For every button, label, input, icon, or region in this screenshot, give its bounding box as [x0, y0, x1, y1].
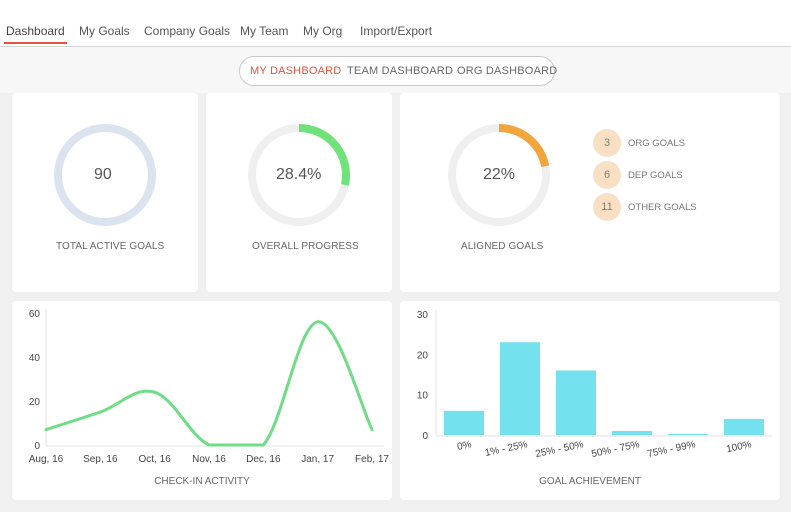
goal-achievement-bar: [444, 410, 484, 435]
check-in-activity-caption: CHECK-IN ACTIVITY: [154, 476, 250, 487]
bar-chart-x-tick: 100%: [725, 439, 752, 455]
goal-achievement-caption: GOAL ACHIEVEMENT: [539, 476, 641, 487]
team-dashboard-option[interactable]: TEAM DASHBOARD: [347, 65, 454, 77]
line-chart-point: [98, 410, 102, 414]
org-goals-count-badge: 3: [593, 129, 621, 157]
other-goals-label: OTHER GOALS: [628, 202, 697, 213]
bar-chart-y-tick: 20: [417, 350, 429, 361]
my-dashboard-option[interactable]: MY DASHBOARD: [250, 65, 342, 77]
bar-chart-x-tick: 1% - 25%: [484, 439, 529, 459]
line-chart-y-tick: 0: [34, 441, 40, 452]
tab-company-goals[interactable]: Company Goals: [144, 24, 231, 38]
check-in-activity-card: 0 20 40 60 Aug, 16 Sep, 16 Oct, 16 Nov, 16 Dec, …: [12, 301, 392, 500]
total-active-goals-card: 90 TOTAL ACTIVE GOALS: [12, 93, 198, 292]
dep-goals-count-badge: 6: [593, 161, 621, 189]
line-chart-y-tick: 20: [29, 397, 41, 408]
bar-chart-x-tick: 25% - 50%: [534, 439, 584, 460]
goal-achievement-card: 0 10 20 30 0% 1% - 25% 25% - 50% 50% - 75% 75% -…: [400, 301, 780, 500]
aligned-goals-ring: [448, 124, 550, 226]
aligned-goals-card: 22% ALIGNED GOALS 3 ORG GOALS 6 DEP GOAL…: [400, 93, 780, 292]
aligned-goals-value: 22%: [483, 166, 516, 183]
org-goals-label: ORG GOALS: [628, 138, 686, 149]
check-in-activity-line: [45, 320, 374, 447]
line-chart-x-tick: Aug, 16: [29, 454, 64, 465]
line-chart-x-tick: Nov, 16: [192, 454, 226, 465]
total-goals-ring-track: [54, 124, 156, 226]
bar-chart-x-tick: 50% - 75%: [590, 439, 640, 460]
line-chart-x-tick: Dec, 16: [246, 454, 281, 465]
bar-chart-x-tick: 0%: [456, 439, 473, 453]
tab-my-team[interactable]: My Team: [240, 24, 289, 38]
aligned-goals-label: ALIGNED GOALS: [461, 241, 544, 252]
overall-progress-label: OVERALL PROGRESS: [252, 241, 359, 252]
bar-chart-y-tick: 0: [422, 431, 428, 442]
aligned-goals-ring-fill: [498, 124, 550, 168]
dashboard-toggle-bar: MY DASHBOARD TEAM DASHBOARD ORG DASHBOAR…: [0, 47, 791, 93]
line-chart-x-tick: Jan, 17: [301, 454, 334, 465]
goal-achievement-bar: [668, 434, 708, 435]
total-active-goals-label: TOTAL ACTIVE GOALS: [56, 241, 165, 252]
other-goals-count-badge: 11: [593, 193, 621, 221]
line-chart-point: [370, 428, 374, 432]
goal-achievement-bar: [556, 370, 596, 435]
overall-progress-ring: [248, 124, 350, 226]
top-nav: Dashboard My Goals Company Goals My Team…: [0, 0, 791, 47]
tab-dashboard[interactable]: Dashboard: [4, 24, 67, 44]
line-chart-point: [44, 428, 48, 432]
org-dashboard-option[interactable]: ORG DASHBOARD: [457, 65, 558, 77]
tab-my-org[interactable]: My Org: [303, 24, 343, 38]
line-chart-y-tick: 40: [29, 353, 41, 364]
line-chart-x-tick: Oct, 16: [139, 454, 172, 465]
dep-goals-label: DEP GOALS: [628, 170, 683, 181]
line-chart-x-tick: Sep, 16: [83, 454, 118, 465]
bar-chart-y-tick: 10: [417, 391, 429, 402]
check-in-activity-chart: 0 20 40 60 Aug, 16 Sep, 16 Oct, 16 Nov, 16 Dec, …: [29, 309, 389, 487]
goal-achievement-bar: [500, 342, 540, 435]
overall-progress-value: 28.4%: [276, 166, 322, 183]
total-goals-ring: [54, 124, 156, 226]
tab-import-export[interactable]: Import/Export: [360, 24, 433, 38]
line-chart-point: [207, 443, 211, 447]
line-chart-y-tick: 60: [29, 309, 41, 320]
bar-chart-y-tick: 30: [417, 310, 429, 321]
bar-chart-x-tick: 75% - 99%: [646, 439, 696, 460]
overall-progress-card: 28.4% OVERALL PROGRESS: [206, 93, 392, 292]
overall-progress-ring-fill: [298, 124, 350, 186]
line-chart-x-tick: Feb, 17: [355, 454, 389, 465]
line-chart-point: [153, 390, 157, 394]
total-active-goals-value: 90: [94, 166, 112, 183]
dashboard-segmented-control: MY DASHBOARD TEAM DASHBOARD ORG DASHBOAR…: [239, 56, 558, 86]
goal-achievement-bar: [612, 430, 652, 435]
tab-my-goals[interactable]: My Goals: [79, 24, 130, 38]
goal-achievement-bar: [724, 418, 764, 435]
line-chart-point: [261, 443, 265, 447]
goal-achievement-chart: 0 10 20 30 0% 1% - 25% 25% - 50% 50% - 75% 75% -…: [417, 310, 772, 487]
line-chart-point: [316, 320, 320, 324]
